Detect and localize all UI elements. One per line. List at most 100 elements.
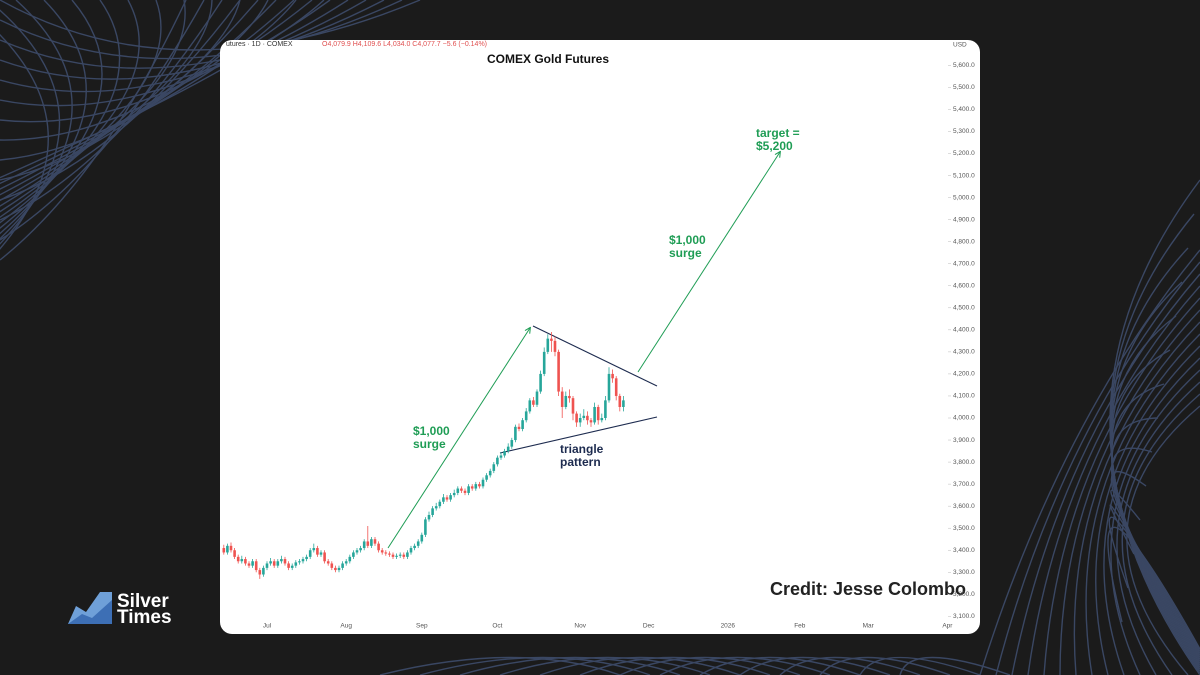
- candle-body: [395, 555, 398, 557]
- candle-body: [452, 492, 456, 496]
- candle-body: [262, 567, 265, 575]
- mesh-line: [1073, 321, 1200, 675]
- candle-body: [575, 413, 578, 423]
- ohlc-readout: O4,079.9 H4,109.6 L4,034.0 C4,077.7 −5.6…: [322, 41, 487, 48]
- mesh-line: [699, 656, 861, 675]
- candle-body: [258, 570, 262, 575]
- candle-body: [607, 373, 611, 401]
- mesh-line: [1116, 381, 1200, 675]
- candle-body: [384, 552, 388, 554]
- y-tick-label: 4,800.0: [953, 238, 975, 245]
- mesh-line: [0, 0, 297, 185]
- candle-body: [503, 451, 506, 456]
- y-tick-label: 3,100.0: [953, 613, 975, 620]
- chart-title: COMEX Gold Futures: [487, 52, 609, 66]
- annotation-lines: [387, 152, 780, 549]
- candle-body: [532, 400, 535, 405]
- candle-body: [413, 545, 416, 549]
- candle-body: [578, 418, 582, 423]
- y-tick-label: 5,000.0: [953, 194, 975, 201]
- candle-body: [398, 554, 402, 556]
- annotation: surge: [413, 437, 446, 451]
- mesh-line: [819, 656, 951, 675]
- candle-body: [276, 561, 280, 566]
- mesh-line: [0, 9, 61, 245]
- annotation: target =: [756, 126, 800, 140]
- candle-body: [251, 561, 254, 566]
- candle-body: [265, 563, 269, 568]
- x-tick-label: Nov: [574, 623, 586, 630]
- candle-body: [305, 556, 308, 560]
- candle-body: [233, 550, 236, 557]
- candle-body: [449, 495, 452, 500]
- candle-body: [406, 552, 409, 557]
- y-tick-label: 4,200.0: [953, 371, 975, 378]
- candle-body: [463, 490, 467, 493]
- candle-body: [445, 497, 449, 500]
- candle-body: [416, 541, 420, 546]
- candle-body: [312, 548, 316, 551]
- candle-body: [438, 501, 442, 507]
- candle-body: [290, 565, 294, 568]
- candle-body: [319, 552, 323, 555]
- y-tick-label: 4,700.0: [953, 260, 975, 267]
- candle-body: [334, 567, 337, 571]
- mesh-line: [1107, 526, 1200, 650]
- y-tick-label: 5,300.0: [953, 128, 975, 135]
- candle-body: [593, 406, 596, 423]
- candle-body: [377, 543, 380, 551]
- x-tick-label: Oct: [492, 623, 502, 630]
- mesh-line: [0, 0, 121, 224]
- candle-body: [485, 475, 488, 480]
- mesh-line: [1085, 333, 1200, 675]
- candle-body: [622, 400, 625, 407]
- y-tick-label: 4,100.0: [953, 393, 975, 400]
- mesh-line: [0, 0, 187, 261]
- candle-body: [244, 559, 247, 564]
- x-tick-label: Sep: [416, 623, 428, 630]
- mesh-line: [619, 656, 801, 675]
- candle-body: [582, 415, 586, 418]
- y-tick-label: 4,600.0: [953, 282, 975, 289]
- mesh-line: [1043, 297, 1200, 675]
- candle-body: [308, 550, 312, 557]
- candle-body: [316, 548, 319, 555]
- symbol-header: utures · 1D · COMEX: [226, 41, 293, 48]
- candle-body: [604, 400, 607, 418]
- mesh-line: [0, 0, 349, 93]
- mesh-line: [0, 0, 140, 218]
- mesh-line: [419, 656, 651, 675]
- y-tick-label: 5,400.0: [953, 106, 975, 113]
- x-tick-label: 2026: [721, 623, 736, 630]
- x-tick-label: Dec: [643, 623, 655, 630]
- candle-body: [618, 395, 622, 407]
- candle-body: [226, 545, 229, 553]
- y-tick-label: 5,600.0: [953, 62, 975, 69]
- y-tick-label: 3,800.0: [953, 459, 975, 466]
- candle-body: [521, 420, 524, 430]
- mesh-line: [779, 656, 921, 675]
- mesh-line: [0, 0, 213, 202]
- mesh-line: [0, 0, 367, 80]
- mesh-line: [0, 0, 73, 240]
- mesh-line: [1121, 393, 1200, 675]
- candle-body: [247, 563, 251, 566]
- mesh-line: [1011, 273, 1200, 675]
- y-tick-label: 3,500.0: [953, 525, 975, 532]
- candle-body: [611, 373, 614, 379]
- candle-body: [568, 395, 571, 399]
- candle-body: [546, 338, 550, 352]
- y-tick-label: 3,700.0: [953, 481, 975, 488]
- candle-body: [359, 548, 362, 551]
- candle-body: [535, 391, 539, 405]
- candle-body: [586, 415, 589, 421]
- candle-body: [553, 340, 557, 352]
- candle-body: [272, 561, 276, 566]
- x-tick-label: Aug: [340, 623, 352, 630]
- candle-body: [474, 484, 478, 489]
- candle-body: [294, 562, 298, 566]
- candle-body: [301, 559, 305, 562]
- mesh-line: [0, 0, 385, 69]
- chart-card: [220, 40, 980, 634]
